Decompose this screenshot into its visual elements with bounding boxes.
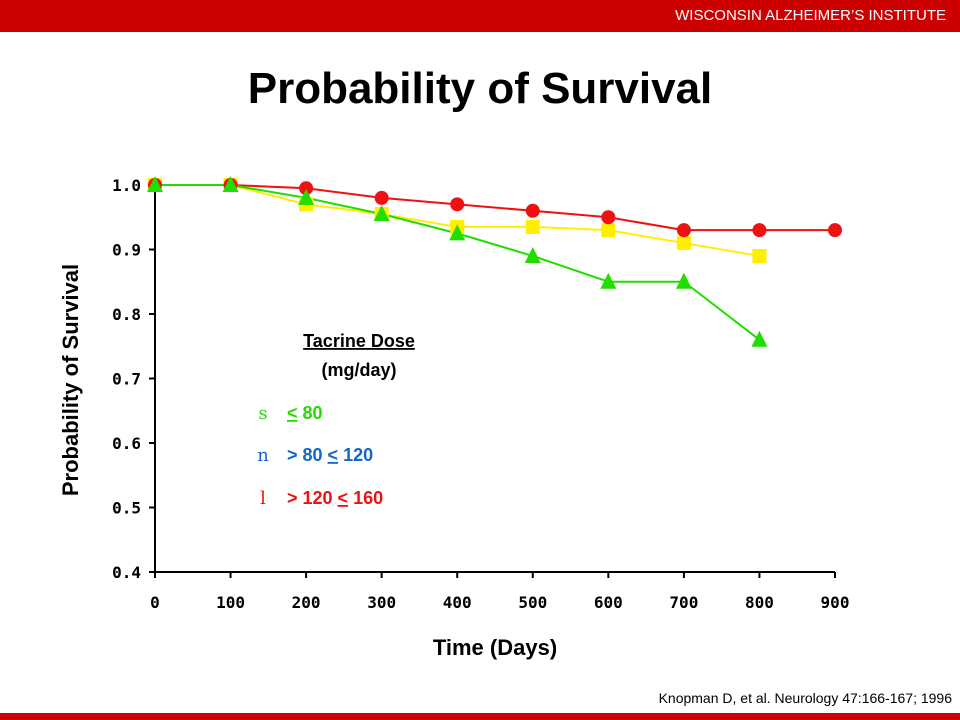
x-tick-label: 400	[443, 593, 472, 612]
triangle-point	[222, 176, 239, 192]
institute-name: WISCONSIN ALZHEIMER’S INSTITUTE	[675, 7, 946, 24]
square-point	[525, 219, 540, 234]
circle-point	[450, 197, 465, 212]
y-tick-label: 0.9	[112, 241, 141, 260]
legend-item-le: <	[338, 488, 349, 508]
x-tick-label: 500	[518, 593, 547, 612]
circle-point	[676, 223, 691, 238]
citation: Knopman D, et al. Neurology 47:166-167; …	[658, 690, 952, 706]
series-line-circle	[155, 184, 835, 232]
y-tick-label: 1.0	[112, 176, 141, 195]
y-tick-label: 0.7	[112, 370, 141, 389]
x-tick-label: 100	[216, 593, 245, 612]
circle-point	[374, 190, 389, 205]
legend-item-label: > 120 < 160	[287, 488, 383, 508]
x-tick-label: 200	[292, 593, 321, 612]
legend-item-label: > 80 < 120	[287, 445, 373, 465]
footer-bar	[0, 713, 960, 720]
triangle-point	[298, 188, 315, 205]
triangle-point	[600, 272, 617, 289]
x-tick-label: 600	[594, 593, 623, 612]
square-point	[676, 236, 691, 251]
triangle-point	[373, 205, 390, 222]
circle-point	[299, 181, 314, 196]
circle-point	[525, 203, 540, 218]
x-tick-label: 800	[745, 593, 774, 612]
legend-item-suffix: 80	[298, 403, 323, 423]
header-bar: WISCONSIN ALZHEIMER’S INSTITUTE	[0, 0, 960, 32]
y-axis-title: Probability of Survival	[58, 264, 83, 496]
y-tick-label: 0.5	[112, 499, 141, 518]
page-title: Probability of Survival	[247, 64, 713, 113]
legend-item-suffix: 160	[348, 488, 383, 508]
y-tick-label: 0.4	[112, 563, 141, 582]
legend-item-suffix: 120	[338, 445, 373, 465]
legend-item-label: < 80	[287, 403, 323, 423]
y-tick-label: 0.6	[112, 434, 141, 453]
legend-glyph: l	[260, 488, 266, 509]
circle-point	[601, 210, 616, 225]
triangle-point	[524, 246, 541, 263]
x-tick-label: 900	[821, 593, 850, 612]
legend-item-prefix: > 120	[287, 488, 338, 508]
legend-subtitle: (mg/day)	[321, 360, 396, 380]
x-axis-title: Time (Days)	[433, 635, 557, 660]
legend-glyph: n	[257, 445, 269, 466]
legend-title: Tacrine Dose	[303, 331, 415, 351]
legend-item-prefix: > 80	[287, 445, 328, 465]
triangle-point	[449, 224, 466, 241]
legend-item-le: <	[328, 445, 339, 465]
x-tick-label: 300	[367, 593, 396, 612]
y-tick-label: 0.8	[112, 305, 141, 324]
triangle-point	[147, 176, 163, 192]
x-tick-label: 0	[150, 593, 160, 612]
legend-item-le: <	[287, 403, 298, 423]
square-point	[601, 223, 616, 238]
circle-point	[752, 223, 767, 238]
square-point	[752, 248, 767, 263]
x-tick-label: 700	[669, 593, 698, 612]
triangle-point	[751, 330, 768, 347]
legend-glyph: s	[258, 403, 267, 424]
circle-point	[828, 223, 842, 238]
triangle-point	[675, 272, 692, 289]
